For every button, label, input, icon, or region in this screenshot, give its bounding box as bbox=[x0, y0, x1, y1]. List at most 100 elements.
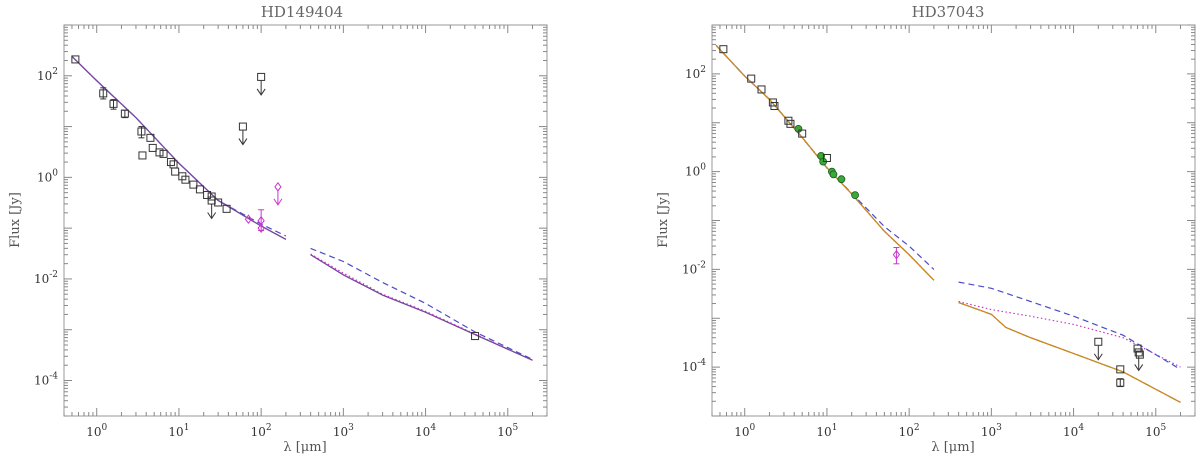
data-point-square bbox=[1135, 350, 1144, 359]
data-point-diamond bbox=[244, 214, 253, 225]
y-tick-label: 10-2 bbox=[34, 270, 58, 286]
data-point-square bbox=[203, 190, 212, 199]
x-tick-base: 10 bbox=[1145, 425, 1160, 439]
y-tick-base: 10 bbox=[34, 374, 49, 388]
y-axis-label-right: Flux [Jy] bbox=[656, 192, 671, 248]
y-tick-exponent: 2 bbox=[52, 67, 58, 77]
x-axis-label-left: λ [μm] bbox=[283, 440, 326, 455]
data-point-square bbox=[120, 109, 129, 118]
upper-limit-arrowhead bbox=[238, 138, 248, 146]
data-point-square bbox=[137, 127, 146, 136]
data-point-square bbox=[195, 185, 204, 194]
x-tick-exponent: 4 bbox=[430, 423, 436, 433]
data-point-square bbox=[770, 102, 779, 111]
data-point-square bbox=[757, 85, 766, 94]
data-point-square bbox=[719, 45, 728, 54]
x-tick-base: 10 bbox=[734, 425, 749, 439]
y-tick-base: 10 bbox=[682, 360, 697, 374]
data-point-diamond bbox=[892, 249, 901, 260]
y-tick-base: 10 bbox=[37, 170, 52, 184]
data-point-square bbox=[238, 122, 247, 131]
y-axis-label-left: Flux [Jy] bbox=[8, 192, 23, 248]
x-tick-label: 100 bbox=[86, 423, 107, 439]
data-point-square bbox=[1116, 378, 1125, 387]
y-tick-exponent: -4 bbox=[697, 358, 706, 368]
series-line bbox=[310, 253, 533, 361]
y-tick-base: 10 bbox=[685, 67, 700, 81]
data-point-diamond bbox=[274, 182, 282, 192]
data-point-circle bbox=[829, 170, 838, 179]
x-tick-label: 105 bbox=[1145, 423, 1166, 439]
data-point-square bbox=[257, 72, 266, 81]
x-tick-label: 103 bbox=[981, 423, 1002, 439]
data-point-square bbox=[169, 160, 178, 169]
chart-title-right: HD37043 bbox=[912, 3, 985, 21]
axis-ticks-left bbox=[63, 24, 548, 417]
y-tick-label: 10-2 bbox=[682, 260, 706, 276]
data-point-square bbox=[222, 204, 231, 213]
data-points-right bbox=[719, 45, 1144, 388]
data-point-square bbox=[207, 196, 216, 205]
x-tick-exponent: 1 bbox=[832, 423, 838, 433]
chart-title-left: HD149404 bbox=[261, 3, 343, 21]
series-line bbox=[71, 56, 287, 240]
plot-frame-right bbox=[711, 24, 1196, 417]
series-lines-left bbox=[71, 56, 533, 361]
data-point-square bbox=[207, 192, 216, 201]
x-tick-label: 104 bbox=[415, 423, 436, 439]
x-tick-label: 102 bbox=[251, 423, 272, 439]
data-point-square bbox=[798, 129, 807, 138]
upper-limit-arrowhead bbox=[273, 198, 283, 206]
x-tick-exponent: 4 bbox=[1078, 423, 1084, 433]
chart-panel-left: HD149404 100 101 102 103 104 105 10-410-21001… bbox=[8, 3, 548, 455]
x-tick-label: 103 bbox=[333, 423, 354, 439]
x-tick-exponent: 5 bbox=[513, 423, 519, 433]
data-point-square bbox=[1134, 348, 1143, 357]
series-line bbox=[715, 45, 935, 281]
series-line bbox=[715, 45, 935, 270]
x-tick-base: 10 bbox=[168, 425, 183, 439]
y-tick-label: 100 bbox=[685, 163, 706, 179]
x-tick-base: 10 bbox=[899, 425, 914, 439]
data-point-square bbox=[1116, 365, 1125, 374]
upper-limit-arrowhead bbox=[207, 212, 217, 220]
x-tick-base: 10 bbox=[981, 425, 996, 439]
series-line bbox=[958, 300, 1181, 368]
y-tick-label: 102 bbox=[37, 67, 58, 83]
data-points-left bbox=[71, 55, 480, 341]
x-tick-exponent: 5 bbox=[1161, 423, 1167, 433]
data-point-square bbox=[148, 143, 157, 152]
upper-limit-arrowhead bbox=[1093, 353, 1103, 361]
series-line bbox=[958, 301, 1181, 403]
data-point-square bbox=[822, 154, 831, 163]
data-point-diamond bbox=[257, 223, 265, 233]
y-tick-base: 10 bbox=[37, 69, 52, 83]
series-line bbox=[71, 56, 287, 240]
x-tick-base: 10 bbox=[415, 425, 430, 439]
data-point-square bbox=[189, 180, 198, 189]
data-point-square bbox=[171, 167, 180, 176]
series-lines-right bbox=[715, 45, 1181, 403]
x-tick-label: 100 bbox=[734, 423, 755, 439]
x-tick-exponent: 0 bbox=[101, 423, 107, 433]
y-tick-exponent: 2 bbox=[700, 65, 706, 75]
data-point-square bbox=[159, 149, 168, 158]
series-line bbox=[310, 254, 533, 361]
data-point-circle bbox=[851, 191, 859, 200]
data-point-square bbox=[471, 332, 480, 341]
series-line bbox=[310, 247, 533, 360]
x-tick-exponent: 3 bbox=[348, 423, 354, 433]
y-tick-exponent: -2 bbox=[697, 260, 706, 270]
data-point-square bbox=[181, 175, 190, 184]
data-point-square bbox=[71, 55, 80, 64]
x-tick-base: 10 bbox=[251, 425, 266, 439]
x-tick-exponent: 0 bbox=[749, 423, 755, 433]
data-point-square bbox=[109, 99, 118, 108]
x-axis-label-right: λ [μm] bbox=[931, 440, 974, 455]
series-line bbox=[958, 281, 1181, 370]
y-tick-base: 10 bbox=[34, 272, 49, 286]
x-tick-exponent: 2 bbox=[914, 423, 920, 433]
